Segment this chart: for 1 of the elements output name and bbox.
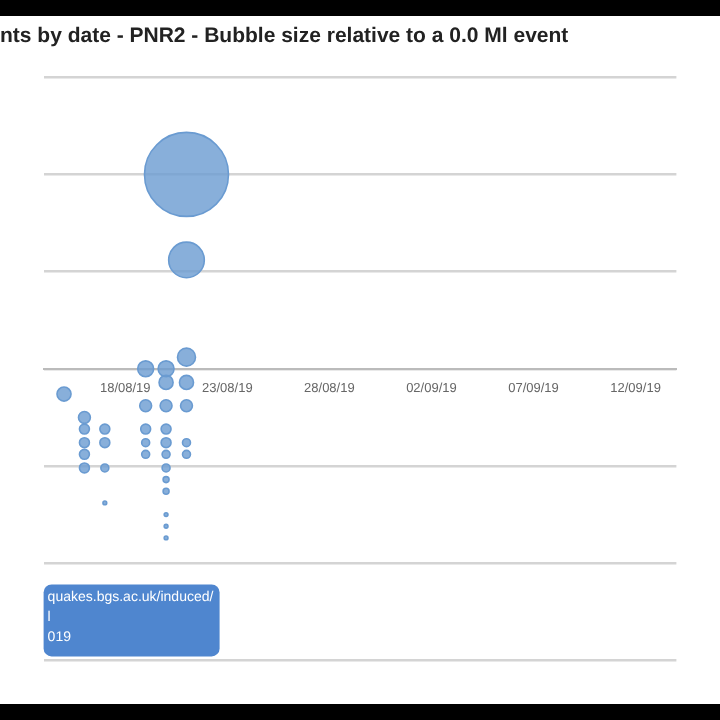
chart-title: nts by date - PNR2 - Bubble size relative to a 0.0 Ml event (0, 24, 570, 49)
